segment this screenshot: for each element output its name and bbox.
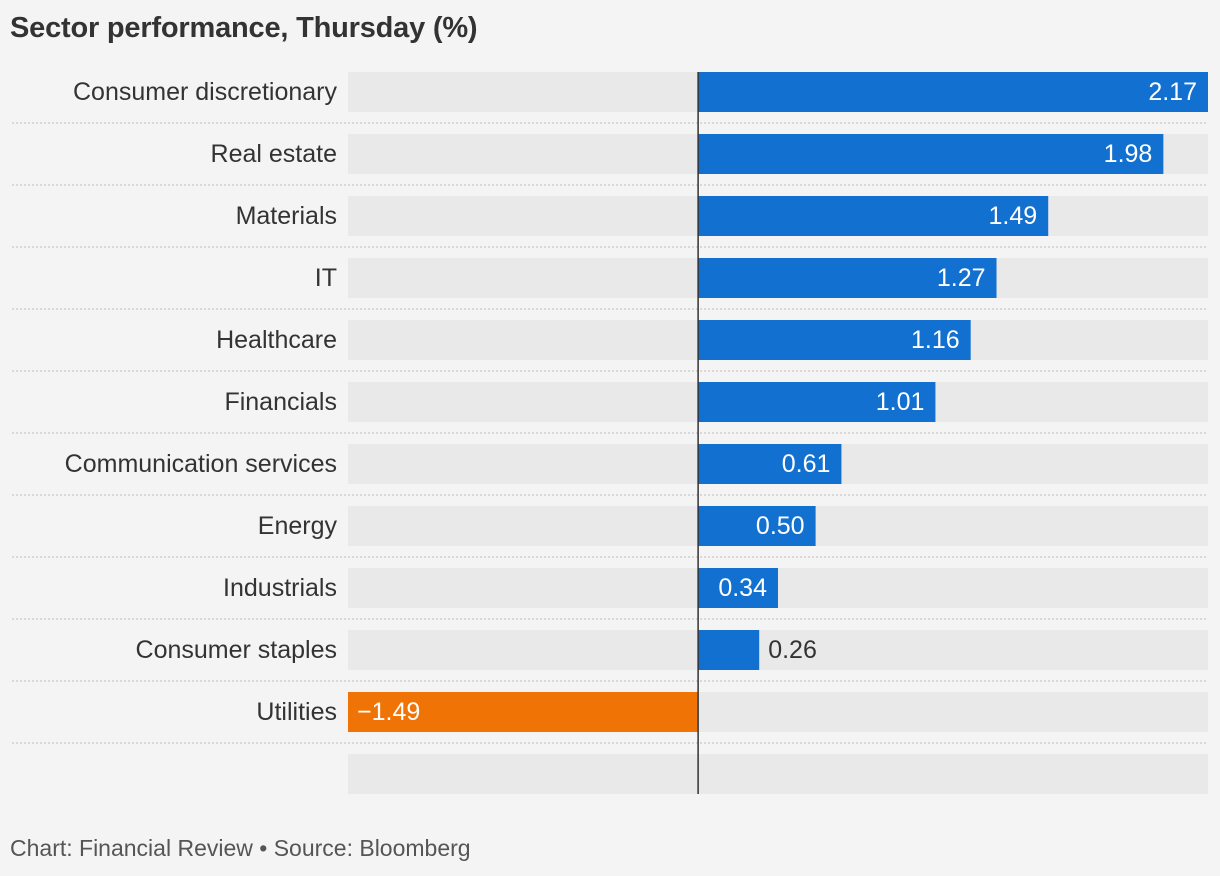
value-label: 1.16 [911, 326, 960, 354]
bar [698, 72, 1208, 112]
value-label: 1.27 [937, 264, 986, 292]
category-label: Consumer staples [136, 636, 337, 664]
bar-track [348, 630, 1208, 670]
value-label: 1.49 [989, 202, 1038, 230]
value-label: 0.26 [768, 636, 817, 664]
bar [698, 568, 778, 608]
chart-title: Sector performance, Thursday (%) [10, 12, 478, 44]
category-label: Communication services [65, 450, 337, 478]
bar [698, 258, 997, 298]
category-label: Real estate [211, 140, 337, 168]
bar [698, 196, 1049, 236]
bar-track [348, 754, 1208, 794]
category-label: Energy [258, 512, 338, 540]
category-label: Utilities [256, 698, 337, 726]
value-label: −1.49 [357, 698, 420, 726]
value-label: 2.17 [1148, 78, 1197, 106]
bar [698, 630, 760, 670]
category-label: IT [315, 264, 337, 292]
category-label: Consumer discretionary [73, 78, 337, 106]
bar [348, 692, 699, 732]
bar [698, 320, 971, 360]
bar [698, 506, 816, 546]
bar [698, 382, 936, 422]
chart-credit: Chart: Financial Review • Source: Bloomb… [10, 835, 471, 861]
category-label: Healthcare [216, 326, 337, 354]
bar [698, 134, 1164, 174]
value-label: 0.50 [756, 512, 805, 540]
bar [698, 444, 842, 484]
value-label: 1.98 [1104, 140, 1153, 168]
value-label: 0.61 [782, 450, 831, 478]
value-label: 1.01 [876, 388, 925, 416]
category-label: Materials [236, 202, 337, 230]
category-label: Financials [224, 388, 337, 416]
value-label: 0.34 [718, 574, 767, 602]
category-label: Industrials [223, 574, 337, 602]
